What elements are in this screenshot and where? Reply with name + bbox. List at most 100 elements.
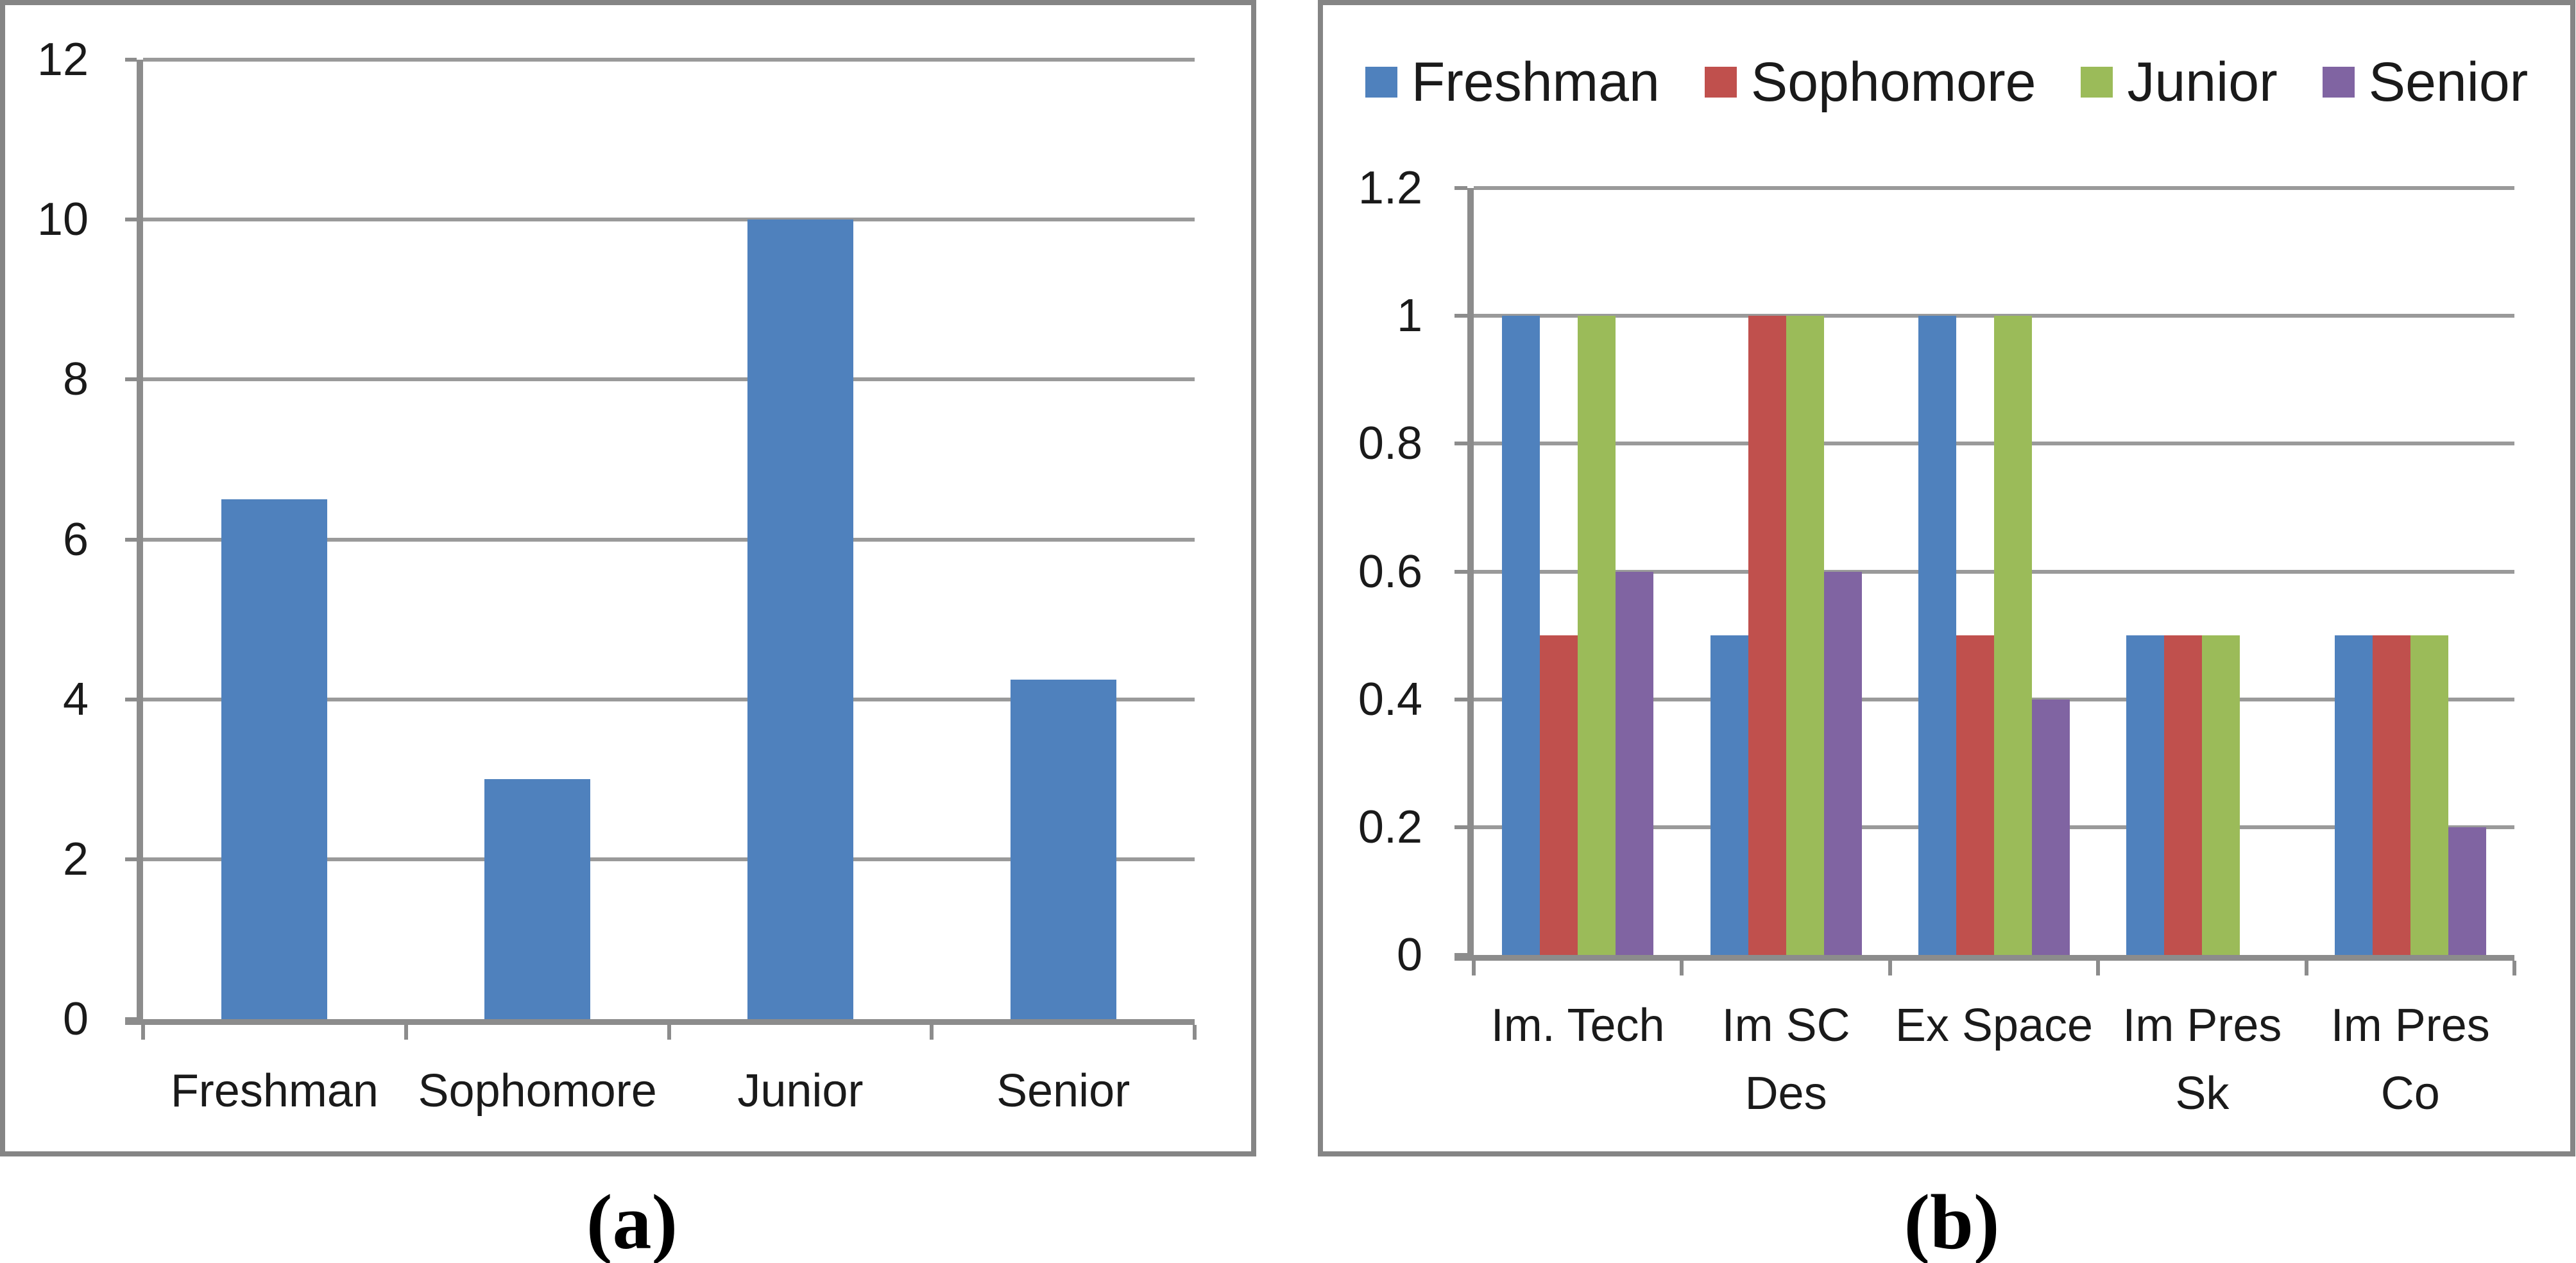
bar-freshman-im-pres-co	[2334, 635, 2373, 955]
bar-senior-im-tech	[1616, 571, 1654, 955]
legend-label: Senior	[2368, 51, 2529, 113]
x-tick	[930, 1025, 934, 1040]
legend-item-junior: Junior	[2081, 51, 2278, 113]
legend-label: Sophomore	[1750, 51, 2036, 113]
y-tick	[125, 377, 137, 382]
bar-value-senior	[1010, 679, 1116, 1019]
caption-a: (a)	[586, 1179, 678, 1263]
category-label: Junior	[737, 1065, 864, 1117]
category-label: Senior	[996, 1065, 1130, 1117]
category-label: Im SC	[1721, 1000, 1850, 1051]
bar-freshman-im-tech	[1502, 316, 1540, 955]
y-tick-label: 8	[62, 354, 89, 406]
x-tick	[1680, 961, 1684, 975]
y-axis-line	[137, 60, 143, 1025]
x-axis-line	[125, 1019, 1195, 1025]
bar-value-sophomore	[484, 779, 591, 1019]
category-label: Im. Tech	[1490, 1000, 1665, 1051]
y-tick-label: 4	[62, 673, 89, 725]
legend-label: Junior	[2127, 51, 2278, 113]
bar-senior-im-sc-des	[1823, 571, 1862, 955]
y-gridline	[143, 537, 1195, 542]
bar-senior-im-pres-co	[2448, 827, 2486, 955]
y-tick	[1454, 186, 1467, 190]
y-tick	[125, 58, 137, 62]
bar-freshman-ex-space	[1918, 316, 1956, 955]
x-tick	[2304, 961, 2308, 975]
y-gridline	[143, 218, 1195, 222]
y-gridline	[143, 697, 1195, 701]
caption-b: (b)	[1904, 1179, 2000, 1263]
x-tick	[141, 1025, 145, 1040]
bar-sophomore-im-pres-sk	[2164, 635, 2203, 955]
legend-marker-junior	[2081, 67, 2113, 98]
bar-sophomore-im-tech	[1540, 635, 1578, 955]
y-tick	[1454, 825, 1467, 829]
legend-item-senior: Senior	[2322, 51, 2529, 113]
y-tick-label: 1	[1396, 290, 1422, 342]
legend-item-sophomore: Sophomore	[1704, 51, 2036, 113]
category-label: Freshman	[170, 1065, 379, 1117]
bar-sophomore-im-sc-des	[1748, 316, 1786, 955]
bar-junior-im-sc-des	[1786, 316, 1824, 955]
y-tick	[125, 857, 137, 861]
category-label: Ex Space	[1895, 1000, 2094, 1051]
y-gridline	[143, 58, 1195, 62]
category-label: Des	[1744, 1068, 1827, 1119]
category-label: Im Pres	[2330, 1000, 2490, 1051]
y-tick-label: 2	[62, 833, 89, 885]
bar-sophomore-ex-space	[1956, 635, 1994, 955]
y-tick	[1454, 442, 1467, 446]
y-gridline	[143, 377, 1195, 382]
bar-junior-ex-space	[1994, 316, 2032, 955]
y-gridline	[143, 857, 1195, 861]
x-tick	[404, 1025, 408, 1040]
y-tick-label: 10	[37, 194, 89, 246]
y-tick-label: 0.2	[1358, 801, 1422, 853]
bar-junior-im-pres-sk	[2202, 635, 2240, 955]
bar-value-freshman	[221, 499, 328, 1019]
chart-legend: Freshman Sophomore Junior Senior	[1323, 55, 2570, 110]
x-axis-line	[1454, 955, 2514, 961]
x-tick	[2096, 961, 2101, 975]
x-tick	[1472, 961, 1476, 975]
y-tick-label: 1.2	[1358, 162, 1422, 214]
bar-junior-im-tech	[1578, 316, 1616, 955]
legend-marker-freshman	[1365, 67, 1397, 98]
legend-marker-sophomore	[1704, 67, 1737, 98]
category-label: Im Pres	[2122, 1000, 2282, 1051]
chart-panel-b: Freshman Sophomore Junior Senior 0 0.2 0.4 0.6…	[1318, 0, 2575, 1156]
y-tick-label: 12	[37, 34, 89, 85]
bar-value-junior	[747, 219, 853, 1019]
y-tick-label: 0	[1396, 929, 1422, 981]
y-tick-label: 0.8	[1358, 418, 1422, 470]
x-tick	[1193, 1025, 1197, 1040]
bar-sophomore-im-pres-co	[2372, 635, 2410, 955]
y-tick	[125, 537, 137, 542]
x-tick	[2512, 961, 2516, 975]
y-tick	[1454, 569, 1467, 574]
x-tick	[1888, 961, 1892, 975]
y-axis-line	[1467, 188, 1474, 961]
legend-item-freshman: Freshman	[1365, 55, 1660, 110]
chart-panel-a: 0 2 4 6 8 10 12 Freshman Sophomore Junior Senior	[0, 0, 1256, 1156]
y-tick	[125, 218, 137, 222]
y-tick-label: 0	[62, 993, 89, 1045]
bar-freshman-im-sc-des	[1710, 635, 1748, 955]
y-tick	[1454, 697, 1467, 701]
bar-senior-ex-space	[2032, 699, 2070, 955]
category-label: Sk	[2175, 1068, 2230, 1119]
y-tick	[1454, 314, 1467, 318]
legend-label: Freshman	[1411, 51, 1660, 113]
y-tick-label: 6	[62, 513, 89, 565]
y-tick-label: 0.4	[1358, 673, 1422, 725]
y-tick-label: 0.6	[1358, 546, 1422, 597]
bar-junior-im-pres-co	[2410, 635, 2448, 955]
x-tick	[667, 1025, 671, 1040]
legend-marker-senior	[2322, 67, 2355, 98]
bar-freshman-im-pres-sk	[2126, 635, 2165, 955]
category-label: Sophomore	[418, 1065, 657, 1117]
category-label: Co	[2380, 1068, 2440, 1119]
y-tick	[125, 697, 137, 701]
